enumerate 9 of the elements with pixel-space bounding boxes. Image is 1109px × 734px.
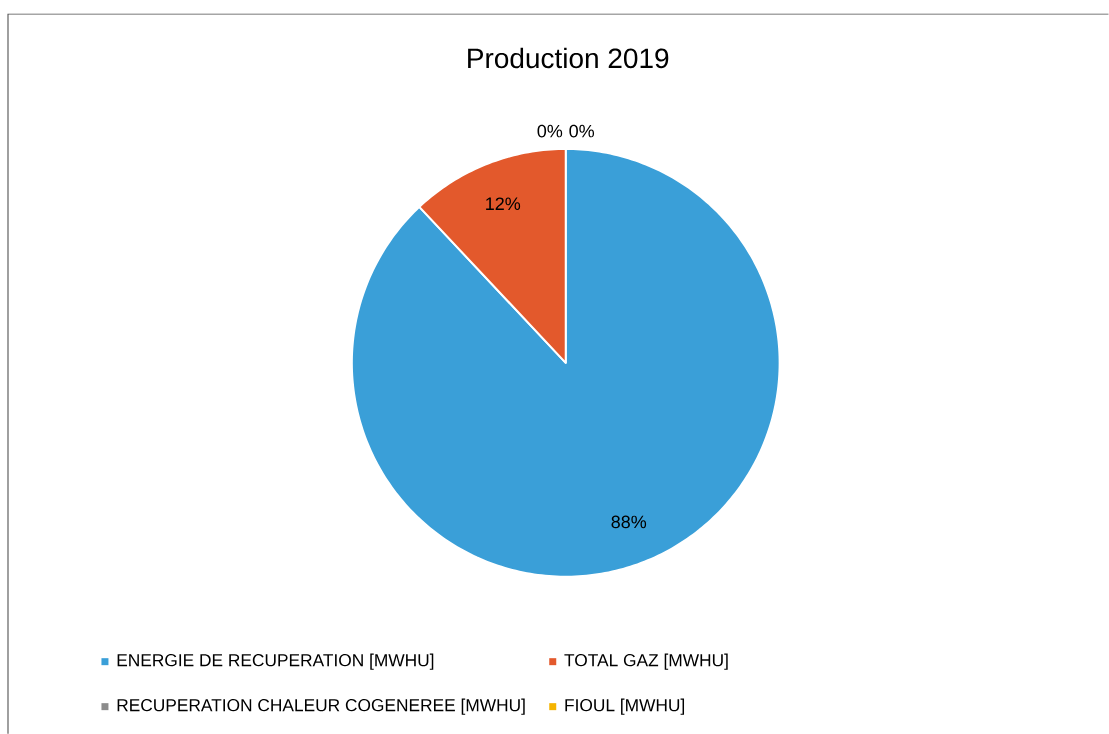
legend-label: ENERGIE DE RECUPERATION [MWHU] xyxy=(117,653,434,670)
data-label: 12% xyxy=(486,197,521,210)
text: 0% xyxy=(537,124,563,138)
text: 0% xyxy=(569,124,595,138)
chart-title: Production 2019 xyxy=(468,47,669,69)
data-label: 88% xyxy=(611,515,647,529)
legend-label: RECUPERATION CHALEUR COGENEREE [MWHU] xyxy=(117,698,525,715)
legend-label: FIOUL [MWHU] xyxy=(565,698,685,715)
legend-label: TOTAL GAZ [MWHU] xyxy=(564,653,728,670)
